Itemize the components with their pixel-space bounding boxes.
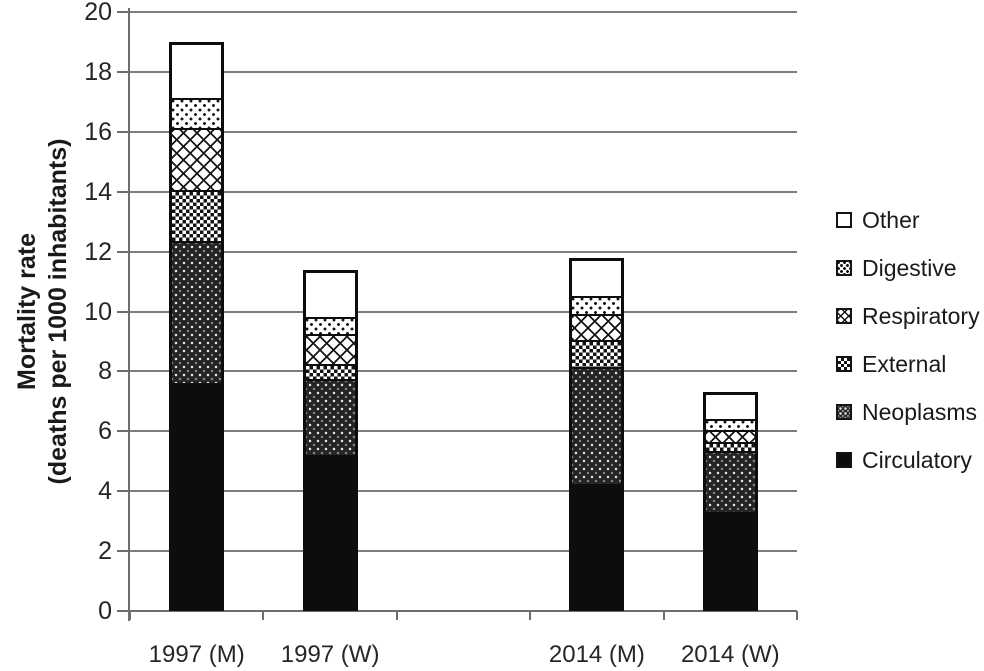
y-tick-label-18: 18 [84, 57, 112, 86]
legend-item-external: External [836, 340, 980, 388]
gridline-16 [130, 130, 797, 133]
digestive-swatch-icon [836, 260, 852, 276]
bar-1997-m- [169, 41, 225, 611]
segment-digestive [572, 295, 622, 314]
bar-1997-w- [302, 269, 358, 611]
segment-external [172, 190, 222, 241]
y-axis-tick-12 [117, 250, 129, 253]
segment-neoplasms [172, 240, 222, 383]
legend-item-circulatory: Circulatory [836, 436, 980, 484]
y-tick-label-0: 0 [98, 597, 112, 625]
gridline-8 [130, 370, 797, 373]
x-axis-tick [262, 611, 265, 620]
other-swatch-icon [836, 212, 852, 228]
segment-other [705, 395, 755, 419]
segment-circulatory [305, 455, 355, 608]
segment-neoplasms [305, 378, 355, 456]
gridline-10 [130, 310, 797, 313]
legend-item-neoplasms: Neoplasms [836, 388, 980, 436]
segment-other [172, 44, 222, 99]
gridline-12 [130, 250, 797, 253]
y-axis-line [128, 8, 130, 621]
legend-label-respiratory: Respiratory [862, 302, 980, 329]
x-axis-tick [529, 611, 532, 620]
plot-area [120, 8, 797, 621]
y-axis-tick-10 [117, 310, 129, 313]
segment-circulatory [705, 511, 755, 608]
legend-label-digestive: Digestive [862, 254, 957, 281]
y-axis-tick-6 [117, 430, 129, 433]
gridline-6 [130, 430, 797, 433]
segment-circulatory [572, 484, 622, 608]
y-axis-tick-16 [117, 130, 129, 133]
segment-other [572, 260, 622, 296]
circulatory-swatch-icon [836, 452, 852, 468]
y-axis-tick-20 [117, 11, 129, 13]
gridline-14 [130, 190, 797, 193]
bar-2014-w- [702, 392, 758, 611]
y-tick-label-16: 16 [84, 117, 112, 146]
legend-label-other: Other [862, 206, 920, 233]
x-axis-line [120, 610, 797, 612]
x-tick-label-2014-m-: 2014 (M) [548, 641, 645, 668]
y-tick-label-2: 2 [98, 537, 112, 566]
x-tick-label-1997-m-: 1997 (M) [148, 641, 245, 668]
y-axis-tick-18 [117, 70, 129, 73]
segment-neoplasms [705, 450, 755, 512]
x-axis-tick [662, 611, 665, 620]
y-tick-label-6: 6 [98, 417, 112, 446]
legend-item-other: Other [836, 196, 980, 244]
y-axis-tick-2 [117, 550, 129, 553]
legend-label-external: External [862, 350, 947, 377]
y-tick-label-20: 20 [84, 0, 112, 26]
y-axis-title-line1: Mortality rate [13, 233, 41, 390]
segment-digestive [305, 316, 355, 335]
y-tick-label-12: 12 [84, 237, 112, 266]
segment-respiratory [705, 430, 755, 442]
segment-respiratory [172, 127, 222, 191]
x-axis-tick [395, 611, 398, 620]
legend-label-circulatory: Circulatory [862, 446, 972, 473]
legend-label-neoplasms: Neoplasms [862, 398, 978, 425]
legend-item-respiratory: Respiratory [836, 292, 980, 340]
segment-external [305, 363, 355, 379]
y-tick-label-8: 8 [98, 357, 112, 386]
segment-circulatory [172, 382, 222, 608]
respiratory-swatch-icon [836, 308, 852, 324]
gridline-18 [130, 70, 797, 73]
y-axis-tick-4 [117, 490, 129, 493]
gridline-4 [130, 490, 797, 493]
external-swatch-icon [836, 356, 852, 372]
legend: Other Digestive Respiratory External Neoplas… [836, 196, 980, 484]
segment-external [572, 340, 622, 367]
y-axis-tick-14 [117, 190, 129, 193]
y-tick-label-10: 10 [84, 297, 112, 326]
segment-respiratory [572, 313, 622, 341]
segment-respiratory [305, 334, 355, 364]
y-tick-label-4: 4 [98, 477, 112, 506]
y-axis-tick-0 [117, 610, 129, 612]
x-axis-tick [796, 611, 798, 620]
segment-other [305, 272, 355, 317]
bar-2014-m- [569, 257, 625, 611]
y-tick-label-14: 14 [84, 177, 112, 206]
x-tick-label-2014-w-: 2014 (W) [680, 641, 780, 668]
gridline-20 [130, 11, 797, 13]
segment-neoplasms [572, 366, 622, 485]
segment-digestive [172, 98, 222, 128]
segment-digestive [705, 418, 755, 431]
segment-external [705, 442, 755, 451]
gridline-2 [130, 550, 797, 553]
legend-item-digestive: Digestive [836, 244, 980, 292]
neoplasms-swatch-icon [836, 404, 852, 420]
y-axis-tick-8 [117, 370, 129, 373]
x-axis-tick [129, 611, 131, 620]
x-tick-label-1997-w-: 1997 (W) [280, 641, 380, 668]
